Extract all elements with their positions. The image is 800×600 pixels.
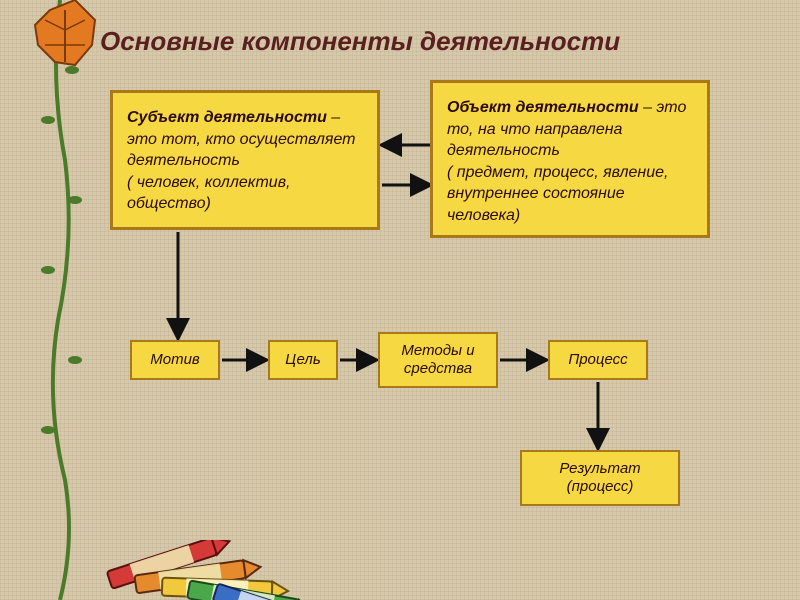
object-definition-box: Объект деятельности – это то, на что нап… — [430, 80, 710, 238]
flow-motive-label: Мотив — [150, 351, 200, 369]
flow-motive: Мотив — [130, 340, 220, 380]
flow-process: Процесс — [548, 340, 648, 380]
flow-process-label: Процесс — [568, 351, 627, 369]
object-header: Объект деятельности — [447, 99, 639, 116]
subject-definition-box: Субъект деятельности – это тот, кто осущ… — [110, 90, 380, 230]
flow-result-label: Результат (процесс) — [559, 460, 640, 496]
page-title: Основные компоненты деятельности — [100, 26, 620, 57]
subject-header: Субъект деятельности — [127, 109, 327, 126]
object-body: – это то, на что направлена деятельность… — [447, 99, 686, 224]
flow-methods-label: Методы и средства — [401, 342, 474, 378]
flow-result: Результат (процесс) — [520, 450, 680, 506]
flow-methods: Методы и средства — [378, 332, 498, 388]
flow-goal: Цель — [268, 340, 338, 380]
flow-goal-label: Цель — [285, 351, 320, 369]
